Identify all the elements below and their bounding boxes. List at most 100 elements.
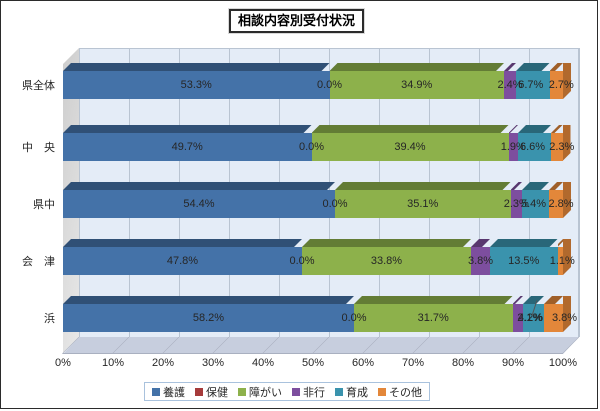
axis-tick xyxy=(362,337,379,354)
bar-segment-top xyxy=(63,296,354,304)
bar-segment-top xyxy=(522,182,549,190)
legend-item-3[interactable]: 障がい xyxy=(238,384,282,400)
chart-title: 相談内容別受付状況 xyxy=(227,8,366,34)
bar-segment-top xyxy=(513,296,524,304)
bar-segment-face xyxy=(63,71,330,99)
bar-segment-top xyxy=(516,63,550,71)
bar-segment-top xyxy=(511,182,523,190)
bar-segment-face xyxy=(311,133,509,161)
legend-item-4[interactable]: 非行 xyxy=(292,384,325,400)
value-axis-label: 10% xyxy=(101,357,125,369)
bar-segment-top xyxy=(63,239,302,247)
bar-segment-top xyxy=(490,239,558,247)
bar-segment[interactable] xyxy=(302,247,471,275)
bar-segment[interactable] xyxy=(551,125,571,161)
bar-segment-top xyxy=(63,125,312,133)
bar-segment-face xyxy=(354,304,513,332)
legend-item-5[interactable]: 育成 xyxy=(335,384,368,400)
category-label: 中 央 xyxy=(22,142,55,154)
bar-row[interactable]: 58.2% 0.0% 31.7% 2.1% 4.2% 3.8% xyxy=(63,296,577,332)
bar-segment-face xyxy=(551,133,563,161)
value-axis-label: 40% xyxy=(251,357,275,369)
legend-item-6[interactable]: その他 xyxy=(378,384,422,400)
bar-row[interactable]: 53.3% 0.0% 34.9% 2.4% 6.7% 2.7% xyxy=(63,63,574,99)
bar-segment-top xyxy=(544,296,563,304)
axis-tick xyxy=(262,337,279,354)
bar-segment[interactable] xyxy=(516,71,550,99)
axis-tick xyxy=(312,337,329,354)
bar-segment[interactable] xyxy=(510,190,522,218)
bar-segment-cap xyxy=(563,63,571,99)
bar-segment[interactable] xyxy=(549,182,571,218)
legend-swatch-icon xyxy=(335,387,343,396)
bar-segment[interactable] xyxy=(544,296,571,332)
gridline xyxy=(579,48,580,337)
bar-segment-top xyxy=(354,296,513,304)
bar-segment-face xyxy=(544,304,563,332)
bar-segment-face xyxy=(508,133,518,161)
bar-segment[interactable] xyxy=(504,71,516,99)
bar-segment-top xyxy=(518,125,551,133)
bar-segment[interactable] xyxy=(63,133,312,161)
bar-segment-face xyxy=(302,247,471,275)
legend-label: 障がい xyxy=(249,386,282,399)
bar-segment-face xyxy=(523,304,544,332)
bar-segment[interactable] xyxy=(512,304,523,332)
bar-segment-top xyxy=(471,239,490,247)
axis-tick xyxy=(512,337,529,354)
bar-segment[interactable] xyxy=(471,247,490,275)
bar-segment-top xyxy=(312,125,509,133)
legend-item-2[interactable]: 保健 xyxy=(195,384,228,400)
bar-segment-face xyxy=(549,71,563,99)
bar-segment-top xyxy=(63,182,335,190)
axis-tick xyxy=(112,337,129,354)
bar-row[interactable]: 54.4% 0.0% 35.1% 2.3% 5.4% 2.8% xyxy=(63,182,574,218)
bar-segment[interactable] xyxy=(354,304,513,332)
bar-segment[interactable] xyxy=(508,133,518,161)
bar-segment-face xyxy=(63,190,335,218)
value-axis-label: 60% xyxy=(351,357,375,369)
legend-label: 養護 xyxy=(163,386,185,399)
bar-segment[interactable] xyxy=(335,190,511,218)
bar-segment[interactable] xyxy=(522,190,549,218)
bar-segment-top xyxy=(330,63,505,71)
bar-segment[interactable] xyxy=(63,190,335,218)
bar-segment-face xyxy=(522,190,549,218)
bar-row[interactable]: 49.7% 0.0% 39.4% 1.9% 6.6% 2.3% xyxy=(63,125,574,161)
bar-segment[interactable] xyxy=(490,247,558,275)
value-axis-label: 70% xyxy=(401,357,425,369)
bar-segment-top xyxy=(558,239,564,247)
bar-row[interactable]: 47.8% 0.0% 33.8% 3.8% 13.5% 1.1% xyxy=(63,239,575,275)
category-label: 県中 xyxy=(33,199,55,211)
bar-segment[interactable] xyxy=(311,133,509,161)
bar-segment-top xyxy=(551,125,563,133)
bar-segment[interactable] xyxy=(63,71,330,99)
value-axis-label: 30% xyxy=(201,357,225,369)
bar-segment[interactable] xyxy=(329,71,504,99)
value-axis-label: 20% xyxy=(151,357,175,369)
bar-segment[interactable] xyxy=(518,133,551,161)
value-axis-label: 90% xyxy=(501,357,525,369)
category-label: 県全体 xyxy=(22,80,55,92)
bar-segment[interactable] xyxy=(63,304,354,332)
bar-segment-cap xyxy=(563,182,571,218)
bar-segment-face xyxy=(63,304,354,332)
value-axis-label: 80% xyxy=(451,357,475,369)
bar-segment[interactable] xyxy=(557,239,571,275)
legend-label: 育成 xyxy=(346,386,368,399)
axis-tick xyxy=(62,337,79,354)
category-label: 浜 xyxy=(44,313,55,325)
bar-segment[interactable] xyxy=(523,304,544,332)
axis-tick xyxy=(462,337,479,354)
bar-segment[interactable] xyxy=(63,247,302,275)
bar-segment-face xyxy=(504,71,516,99)
bar-segment-face xyxy=(557,247,563,275)
axis-tick xyxy=(212,337,229,354)
bar-segment-cap xyxy=(562,125,571,161)
bar-segment[interactable] xyxy=(549,63,571,99)
bar-segment-top xyxy=(335,182,511,190)
legend-item-1[interactable]: 養護 xyxy=(152,384,185,400)
bar-segment-face xyxy=(512,304,523,332)
value-axis-label: 50% xyxy=(301,357,325,369)
